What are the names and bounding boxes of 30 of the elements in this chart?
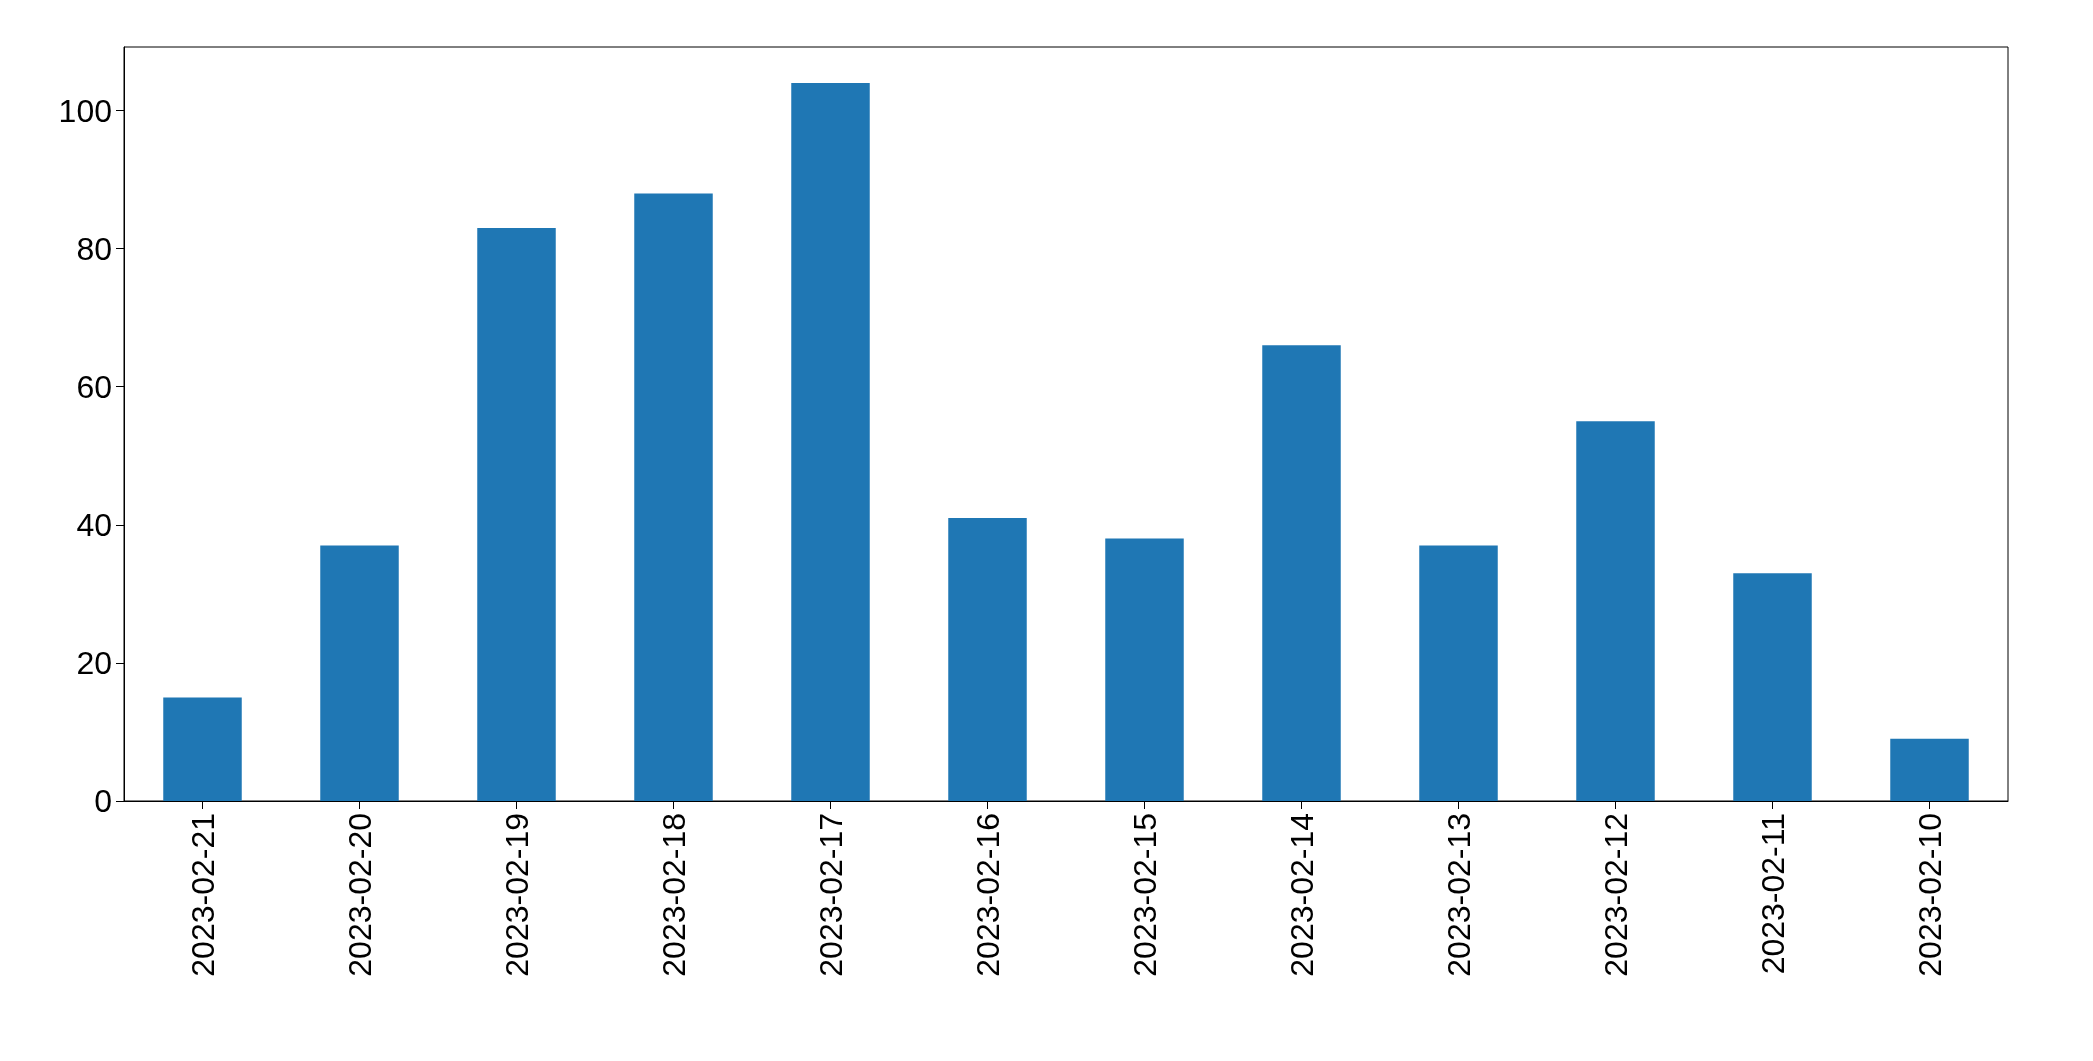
x-tick-label: 2023-02-19 bbox=[498, 813, 535, 977]
x-tick-label: 2023-02-20 bbox=[341, 813, 378, 977]
bar bbox=[320, 545, 399, 801]
bar bbox=[1419, 545, 1498, 801]
bar bbox=[948, 517, 1027, 801]
bar bbox=[1262, 345, 1341, 801]
bar bbox=[1733, 573, 1812, 801]
bar bbox=[791, 82, 870, 801]
y-tick-label: 0 bbox=[94, 783, 112, 819]
y-tick-label: 60 bbox=[76, 368, 112, 405]
bar bbox=[1890, 738, 1969, 801]
bar bbox=[1105, 538, 1184, 801]
x-tick-label: 2023-02-10 bbox=[1911, 813, 1948, 977]
bar bbox=[1576, 421, 1655, 801]
y-tick-label: 20 bbox=[76, 644, 112, 681]
x-tick-label: 2023-02-21 bbox=[184, 813, 221, 977]
x-tick-label: 2023-02-17 bbox=[812, 813, 849, 977]
bar bbox=[634, 193, 713, 801]
x-tick-label: 2023-02-13 bbox=[1440, 813, 1477, 977]
x-tick-label: 2023-02-14 bbox=[1283, 813, 1320, 977]
y-tick-label: 100 bbox=[58, 92, 112, 129]
y-tick-label: 80 bbox=[76, 230, 112, 267]
x-tick-label: 2023-02-12 bbox=[1597, 813, 1634, 977]
x-tick-label: 2023-02-11 bbox=[1754, 813, 1791, 975]
bar bbox=[163, 697, 242, 801]
bar bbox=[477, 227, 556, 801]
x-tick-label: 2023-02-16 bbox=[969, 813, 1006, 977]
x-tick-label: 2023-02-18 bbox=[655, 813, 692, 977]
y-tick-label: 40 bbox=[76, 506, 112, 543]
x-tick-label: 2023-02-15 bbox=[1126, 813, 1163, 977]
